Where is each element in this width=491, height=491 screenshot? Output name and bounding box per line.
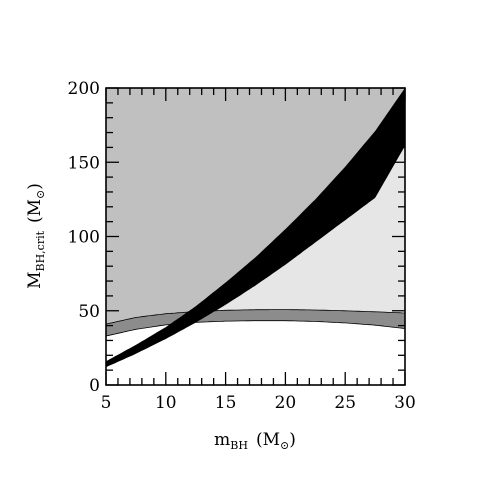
x-axis-label-main: m — [214, 430, 230, 450]
y-tick-label: 150 — [68, 153, 100, 173]
x-axis-label-unit-close: ) — [289, 430, 296, 450]
y-axis-label-sub: BH,crit — [34, 230, 47, 271]
y-tick-labels: 0 50 100 150 200 — [68, 79, 100, 396]
y-tick-label: 200 — [68, 79, 100, 99]
x-axis-label-unit: (M — [256, 430, 280, 450]
x-tick-label: 15 — [215, 393, 237, 413]
x-tick-label: 10 — [155, 393, 177, 413]
x-axis-label: mBH (M⊙) — [214, 430, 296, 452]
lower-region — [106, 320, 405, 385]
axis-ticks — [105, 87, 406, 386]
y-tick-label: 0 — [89, 376, 100, 396]
y-axis-label: MBH,crit (M⊙) — [25, 183, 47, 289]
y-axis-label-unit: (M — [25, 199, 45, 223]
y-axis-label-unit-symbol: ⊙ — [34, 190, 47, 199]
x-tick-label: 5 — [101, 393, 112, 413]
y-axis-label-unit-close: ) — [25, 183, 45, 190]
x-tick-label: 25 — [334, 393, 356, 413]
y-tick-label: 100 — [68, 228, 100, 248]
y-axis-label-main: M — [25, 272, 45, 289]
x-axis-label-sub: BH — [230, 439, 248, 452]
y-tick-label: 50 — [78, 302, 100, 322]
x-tick-label: 30 — [394, 393, 416, 413]
x-axis-label-unit-symbol: ⊙ — [280, 439, 289, 452]
x-tick-label: 20 — [275, 393, 297, 413]
x-tick-labels: 5 10 15 20 25 30 — [101, 393, 416, 413]
